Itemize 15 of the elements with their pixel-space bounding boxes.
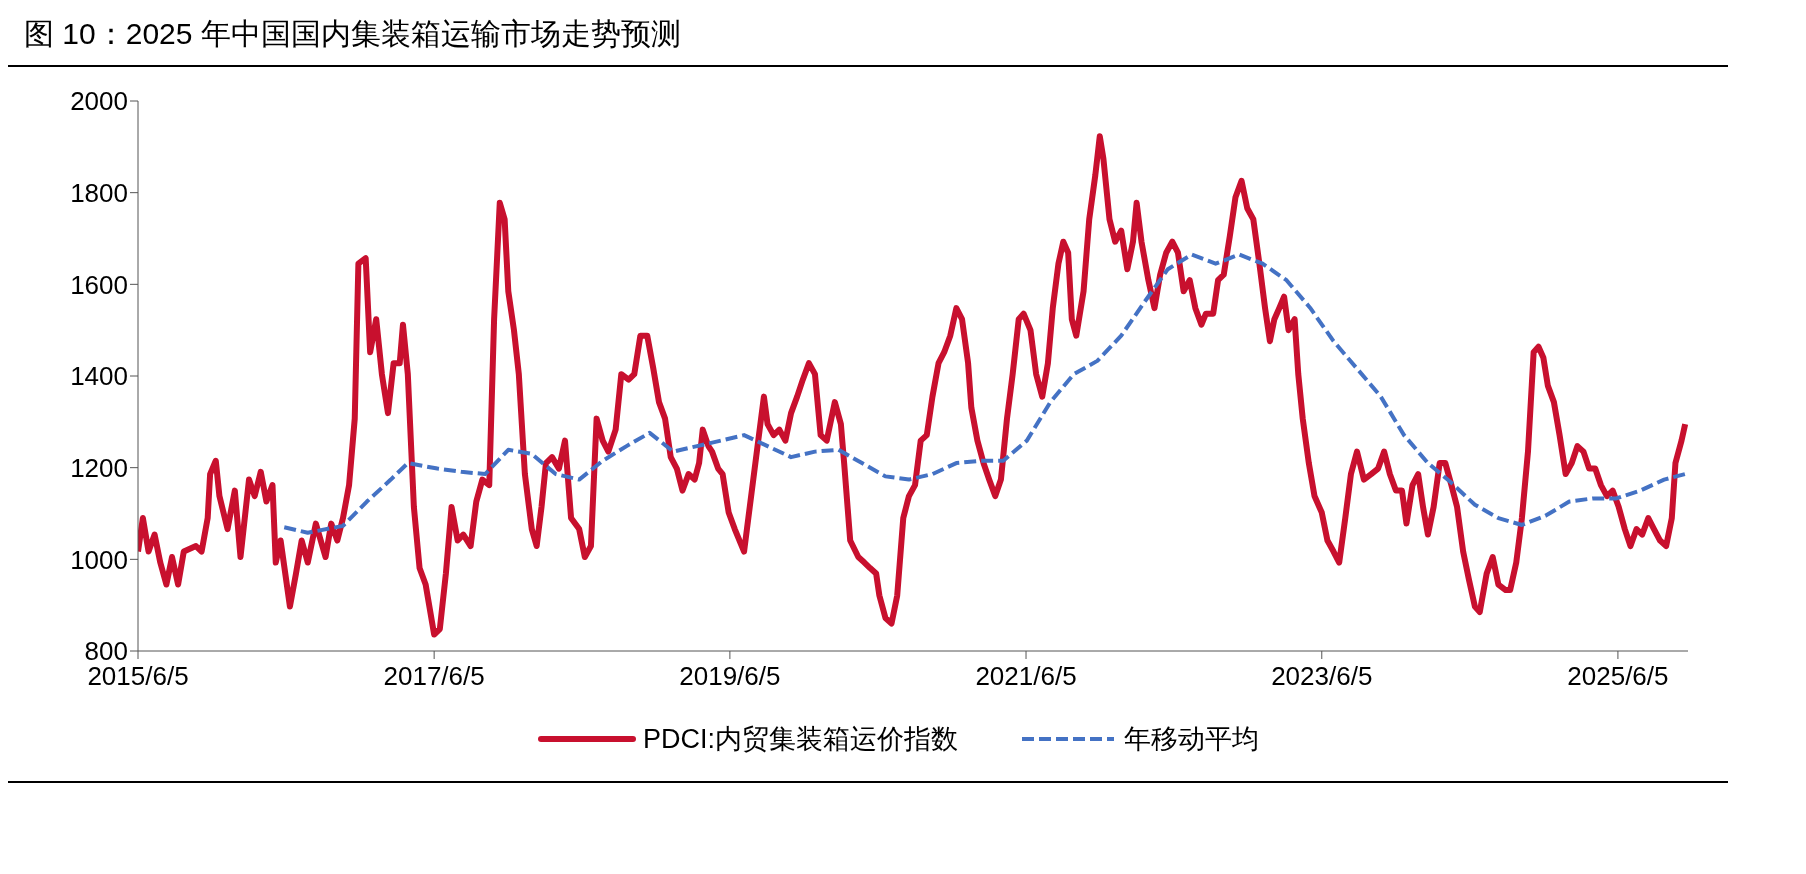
legend-label: PDCI:内贸集装箱运价指数 <box>642 723 958 756</box>
legend-label: 年移动平均 <box>1124 723 1259 756</box>
chart-title: 图 10：2025 年中国国内集装箱运输市场走势预测 <box>23 16 682 52</box>
line-series <box>282 252 1688 535</box>
x-tick-label: 2023/6/5 <box>1271 661 1373 692</box>
y-tick-label: 2000 <box>70 86 128 117</box>
x-tick-label: 2017/6/5 <box>383 661 485 692</box>
x-tick-label: 2019/6/5 <box>679 661 781 692</box>
y-tick-label: 1400 <box>70 361 128 392</box>
y-tick-label: 1600 <box>70 269 128 300</box>
y-tick-label: 1200 <box>70 452 128 483</box>
x-tick-label: 2025/6/5 <box>1567 661 1669 692</box>
y-tick-label: 1000 <box>70 544 128 575</box>
y-tick-label: 1800 <box>70 177 128 208</box>
x-tick-label: 2021/6/5 <box>975 661 1077 692</box>
